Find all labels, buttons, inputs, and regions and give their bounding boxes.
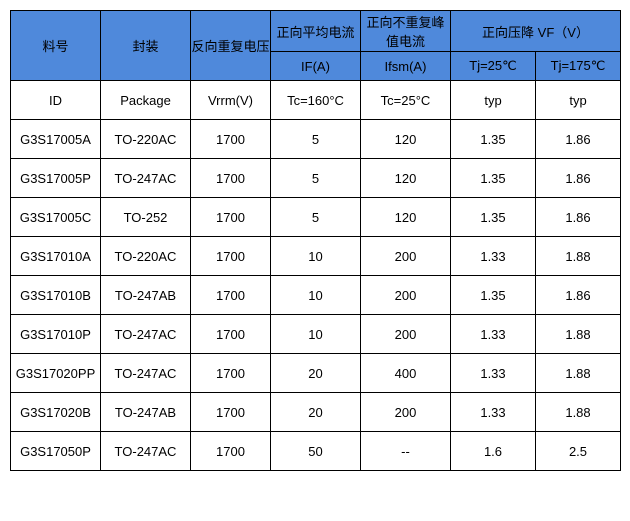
cell-c3: 10 <box>271 315 361 354</box>
cell-c4: -- <box>361 432 451 471</box>
idrow-typ1: typ <box>451 81 536 120</box>
cell-c3: 10 <box>271 276 361 315</box>
id-row: ID Package Vrrm(V) Tc=160°C Tc=25°C typ … <box>11 81 621 120</box>
table-row: G3S17005ATO-220AC170051201.351.86 <box>11 120 621 159</box>
table-body: G3S17005ATO-220AC170051201.351.86G3S1700… <box>11 120 621 471</box>
idrow-tc160: Tc=160°C <box>271 81 361 120</box>
cell-c6: 1.86 <box>536 120 621 159</box>
cell-c5: 1.33 <box>451 315 536 354</box>
cell-c0: G3S17010P <box>11 315 101 354</box>
cell-c1: TO-247AC <box>101 159 191 198</box>
cell-c5: 1.33 <box>451 354 536 393</box>
cell-c2: 1700 <box>191 120 271 159</box>
table-row: G3S17010ATO-220AC1700102001.331.88 <box>11 237 621 276</box>
cell-c0: G3S17010B <box>11 276 101 315</box>
cell-c0: G3S17005A <box>11 120 101 159</box>
cell-c4: 200 <box>361 237 451 276</box>
cell-c1: TO-247AB <box>101 276 191 315</box>
table-row: G3S17020BTO-247AB1700202001.331.88 <box>11 393 621 432</box>
hdr-ifsm: 正向不重复峰值电流 <box>361 11 451 52</box>
table-row: G3S17010BTO-247AB1700102001.351.86 <box>11 276 621 315</box>
cell-c6: 1.86 <box>536 198 621 237</box>
cell-c4: 200 <box>361 393 451 432</box>
cell-c2: 1700 <box>191 159 271 198</box>
cell-c0: G3S17020PP <box>11 354 101 393</box>
cell-c0: G3S17050P <box>11 432 101 471</box>
table-row: G3S17005PTO-247AC170051201.351.86 <box>11 159 621 198</box>
cell-c0: G3S17010A <box>11 237 101 276</box>
cell-c6: 1.88 <box>536 393 621 432</box>
cell-c0: G3S17005C <box>11 198 101 237</box>
cell-c2: 1700 <box>191 432 271 471</box>
subhdr-ifsm: Ifsm(A) <box>361 52 451 81</box>
cell-c5: 1.35 <box>451 159 536 198</box>
cell-c2: 1700 <box>191 315 271 354</box>
cell-c6: 2.5 <box>536 432 621 471</box>
cell-c1: TO-220AC <box>101 237 191 276</box>
cell-c6: 1.86 <box>536 159 621 198</box>
cell-c2: 1700 <box>191 237 271 276</box>
hdr-part-number: 料号 <box>11 11 101 81</box>
idrow-typ2: typ <box>536 81 621 120</box>
table-row: G3S17020PPTO-247AC1700204001.331.88 <box>11 354 621 393</box>
idrow-package: Package <box>101 81 191 120</box>
cell-c6: 1.88 <box>536 315 621 354</box>
hdr-vrrm: 反向重复电压 <box>191 11 271 81</box>
cell-c5: 1.35 <box>451 120 536 159</box>
cell-c6: 1.86 <box>536 276 621 315</box>
hdr-vf: 正向压降 VF（V） <box>451 11 621 52</box>
idrow-tc25: Tc=25°C <box>361 81 451 120</box>
cell-c0: G3S17020B <box>11 393 101 432</box>
hdr-package: 封装 <box>101 11 191 81</box>
hdr-if: 正向平均电流 <box>271 11 361 52</box>
cell-c5: 1.33 <box>451 393 536 432</box>
subhdr-tj175: Tj=175℃ <box>536 52 621 81</box>
spec-table: 料号 封装 反向重复电压 正向平均电流 正向不重复峰值电流 正向压降 VF（V）… <box>10 10 621 471</box>
subhdr-tj25: Tj=25℃ <box>451 52 536 81</box>
cell-c5: 1.35 <box>451 276 536 315</box>
cell-c5: 1.33 <box>451 237 536 276</box>
cell-c3: 20 <box>271 354 361 393</box>
cell-c3: 20 <box>271 393 361 432</box>
cell-c0: G3S17005P <box>11 159 101 198</box>
cell-c4: 400 <box>361 354 451 393</box>
cell-c1: TO-247AC <box>101 354 191 393</box>
cell-c5: 1.35 <box>451 198 536 237</box>
cell-c3: 5 <box>271 120 361 159</box>
cell-c1: TO-247AB <box>101 393 191 432</box>
cell-c3: 50 <box>271 432 361 471</box>
table-row: G3S17005CTO-252170051201.351.86 <box>11 198 621 237</box>
cell-c4: 120 <box>361 120 451 159</box>
cell-c4: 200 <box>361 315 451 354</box>
table-header: 料号 封装 反向重复电压 正向平均电流 正向不重复峰值电流 正向压降 VF（V）… <box>11 11 621 120</box>
idrow-id: ID <box>11 81 101 120</box>
cell-c4: 120 <box>361 159 451 198</box>
cell-c6: 1.88 <box>536 237 621 276</box>
table-row: G3S17010PTO-247AC1700102001.331.88 <box>11 315 621 354</box>
cell-c2: 1700 <box>191 276 271 315</box>
table-row: G3S17050PTO-247AC170050--1.62.5 <box>11 432 621 471</box>
cell-c1: TO-220AC <box>101 120 191 159</box>
cell-c2: 1700 <box>191 393 271 432</box>
cell-c6: 1.88 <box>536 354 621 393</box>
cell-c4: 200 <box>361 276 451 315</box>
cell-c4: 120 <box>361 198 451 237</box>
cell-c2: 1700 <box>191 354 271 393</box>
cell-c3: 10 <box>271 237 361 276</box>
idrow-vrrm: Vrrm(V) <box>191 81 271 120</box>
cell-c3: 5 <box>271 198 361 237</box>
subhdr-if: IF(A) <box>271 52 361 81</box>
cell-c2: 1700 <box>191 198 271 237</box>
cell-c5: 1.6 <box>451 432 536 471</box>
cell-c1: TO-252 <box>101 198 191 237</box>
cell-c1: TO-247AC <box>101 315 191 354</box>
cell-c1: TO-247AC <box>101 432 191 471</box>
cell-c3: 5 <box>271 159 361 198</box>
